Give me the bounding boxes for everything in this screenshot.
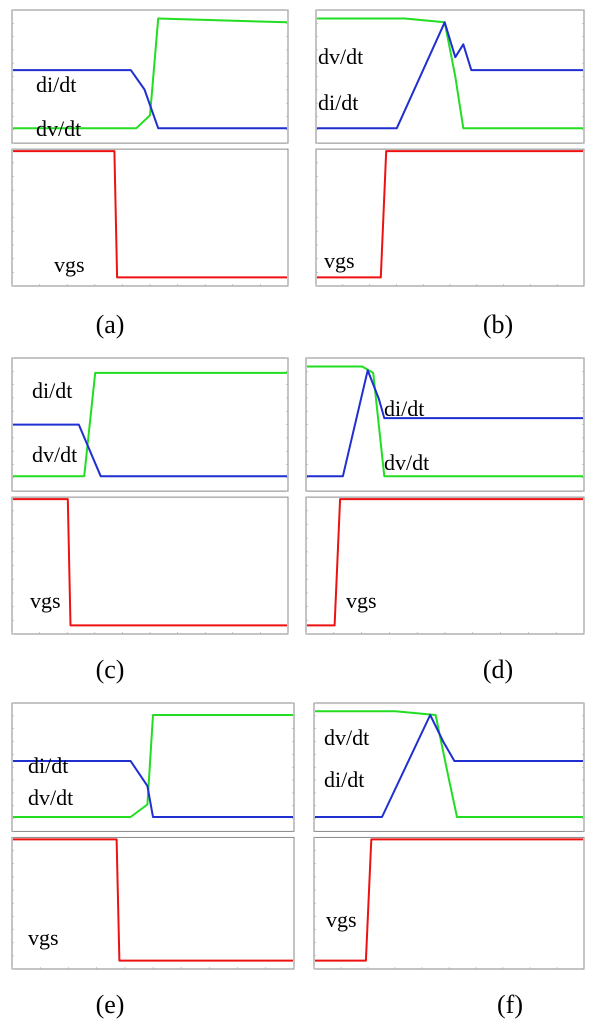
caption-f: (f) xyxy=(497,990,523,1019)
series-di-dt-line xyxy=(315,714,583,818)
series-vgs-line xyxy=(13,498,287,627)
lower-plot-frame xyxy=(11,496,289,635)
series-dv-dt-line xyxy=(13,371,287,478)
panel-b: dv/dt di/dt vgs xyxy=(312,4,588,300)
series-di-dt-line xyxy=(13,69,287,130)
caption-b: (b) xyxy=(482,310,514,339)
series-label: dv/dt xyxy=(28,785,73,810)
series-dv-dt-line xyxy=(13,714,293,818)
upper-plot-frame xyxy=(305,357,585,492)
chart-d: di/dt dv/dt vgs xyxy=(305,357,585,635)
series-label: dv/dt xyxy=(324,725,369,750)
lower-plot-frame xyxy=(305,496,585,635)
panel-f: dv/dt di/dt vgs xyxy=(310,697,588,983)
lower-plot-frame xyxy=(315,148,585,287)
chart-f: dv/dt di/dt vgs xyxy=(313,702,585,970)
vgs-label: vgs xyxy=(324,248,355,273)
panel-c: di/dt dv/dt vgs xyxy=(8,352,292,648)
vgs-label: vgs xyxy=(30,588,61,613)
caption-a: (a) xyxy=(95,310,125,339)
series-vgs-line xyxy=(315,838,583,962)
series-vgs-line xyxy=(317,150,583,279)
lower-plot-frame xyxy=(313,836,585,970)
vgs-label: vgs xyxy=(28,925,59,950)
vgs-label: vgs xyxy=(326,907,357,932)
panel-a: di/dt dv/dt vgs xyxy=(8,4,292,300)
series-label: dv/dt xyxy=(384,450,429,475)
series-dv-dt-line xyxy=(317,17,583,130)
chart-a: di/dt dv/dt vgs xyxy=(11,9,289,287)
caption-e: (e) xyxy=(95,990,125,1019)
series-label: di/dt xyxy=(324,767,364,792)
series-di-dt-line xyxy=(317,21,583,130)
series-vgs-line xyxy=(13,150,287,279)
series-vgs-line xyxy=(307,498,583,627)
upper-plot-frame xyxy=(315,9,585,144)
series-label: dv/dt xyxy=(318,44,363,69)
series-label: di/dt xyxy=(384,396,424,421)
panel-d: di/dt dv/dt vgs xyxy=(302,352,588,648)
series-label: di/dt xyxy=(318,90,358,115)
series-label: dv/dt xyxy=(32,442,77,467)
vgs-label: vgs xyxy=(54,252,85,277)
caption-d: (d) xyxy=(482,655,514,684)
series-label: di/dt xyxy=(36,72,76,97)
vgs-label: vgs xyxy=(346,588,377,613)
chart-c: di/dt dv/dt vgs xyxy=(11,357,289,635)
panel-e: di/dt dv/dt vgs xyxy=(8,697,298,983)
chart-b: dv/dt di/dt vgs xyxy=(315,9,585,287)
caption-c: (c) xyxy=(95,655,125,684)
series-dv-dt-line xyxy=(13,17,288,130)
series-label: di/dt xyxy=(32,378,72,403)
chart-e: di/dt dv/dt vgs xyxy=(11,702,295,970)
series-di-dt-line xyxy=(307,369,583,478)
series-dv-dt-line xyxy=(307,365,583,478)
series-di-dt-line xyxy=(13,423,287,478)
series-label: di/dt xyxy=(28,753,68,778)
series-vgs-line xyxy=(13,838,293,962)
series-dv-dt-line xyxy=(315,710,583,818)
series-di-dt-line xyxy=(13,760,293,818)
series-label: dv/dt xyxy=(36,116,81,141)
